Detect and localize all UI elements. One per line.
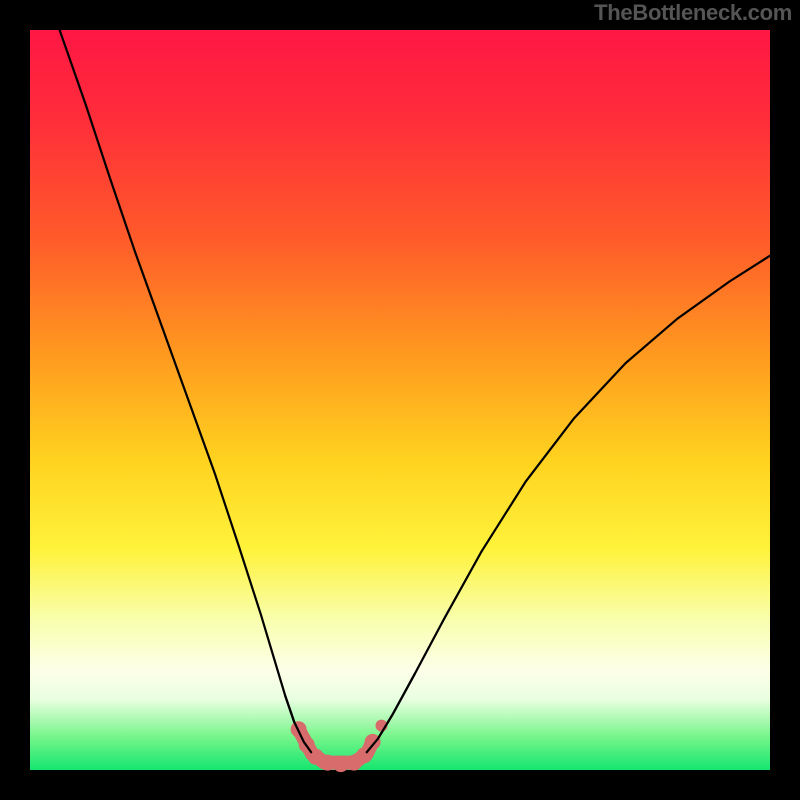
bottleneck-chart — [0, 0, 800, 800]
watermark-text: TheBottleneck.com — [594, 0, 792, 26]
plot-area — [30, 30, 770, 770]
chart-container: TheBottleneck.com — [0, 0, 800, 800]
